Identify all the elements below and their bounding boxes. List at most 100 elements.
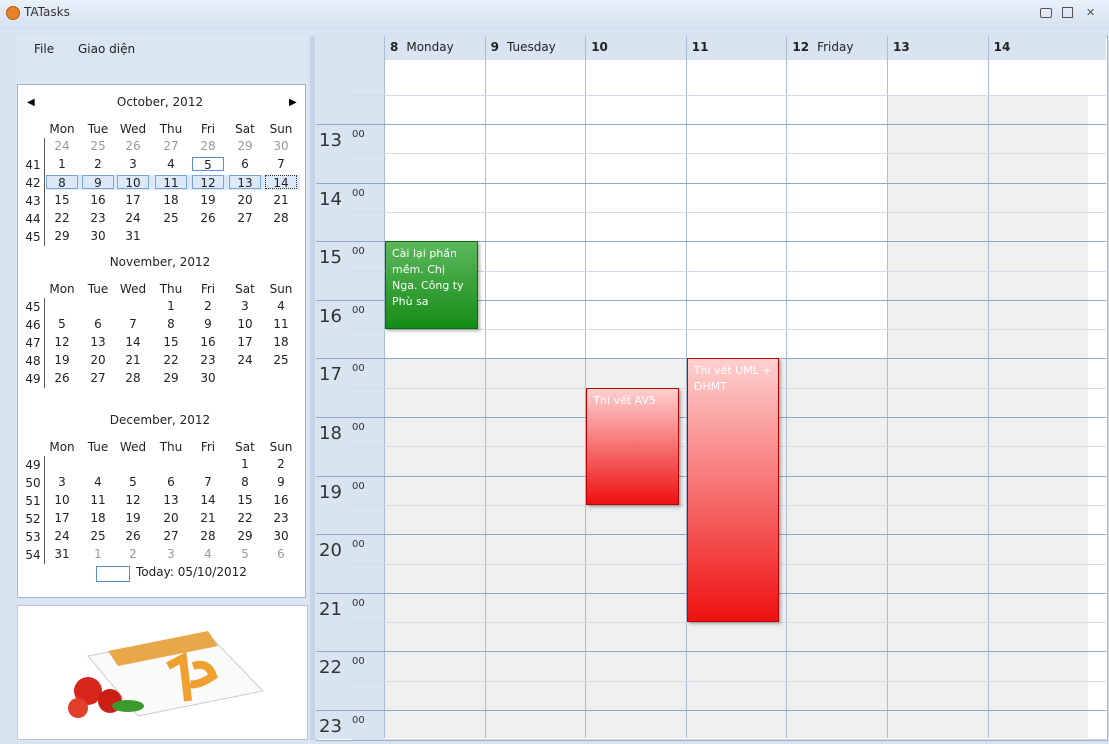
calendar-day[interactable]: 9 [82, 175, 114, 189]
calendar-day[interactable]: 3 [46, 475, 78, 489]
calendar-day[interactable]: 14 [192, 493, 224, 507]
calendar-day[interactable]: 13 [229, 175, 261, 189]
calendar-day[interactable]: 10 [229, 317, 261, 331]
calendar-day[interactable]: 15 [229, 493, 261, 507]
calendar-day[interactable]: 30 [192, 371, 224, 385]
calendar-day[interactable]: 29 [155, 371, 187, 385]
event[interactable]: Thi vết AV5 [586, 388, 679, 505]
calendar-day[interactable]: 6 [229, 157, 261, 171]
calendar-day[interactable]: 19 [192, 193, 224, 207]
calendar-day[interactable]: 25 [155, 211, 187, 225]
calendar-day[interactable]: 8 [155, 317, 187, 331]
calendar-day[interactable]: 5 [192, 157, 224, 171]
calendar-day[interactable]: 16 [265, 493, 297, 507]
maximize-button[interactable] [1062, 7, 1073, 18]
calendar-day[interactable]: 31 [117, 229, 149, 243]
calendar-day[interactable]: 14 [265, 175, 297, 189]
prev-month-button[interactable]: ◀ [27, 97, 35, 108]
calendar-day[interactable]: 27 [155, 139, 187, 153]
close-button[interactable]: ✕ [1086, 6, 1095, 19]
calendar-day[interactable]: 20 [155, 511, 187, 525]
calendar-day[interactable]: 3 [155, 547, 187, 561]
calendar-day[interactable]: 20 [82, 353, 114, 367]
calendar-day[interactable]: 2 [82, 157, 114, 171]
calendar-day[interactable]: 9 [265, 475, 297, 489]
calendar-day[interactable]: 24 [117, 211, 149, 225]
calendar-day[interactable]: 1 [82, 547, 114, 561]
minimize-button[interactable] [1040, 8, 1052, 18]
calendar-day[interactable]: 21 [192, 511, 224, 525]
calendar-day[interactable]: 30 [265, 139, 297, 153]
calendar-day[interactable]: 5 [229, 547, 261, 561]
calendar-day[interactable]: 29 [229, 529, 261, 543]
calendar-day[interactable]: 17 [117, 193, 149, 207]
calendar-day[interactable]: 12 [192, 175, 224, 189]
calendar-day[interactable]: 24 [229, 353, 261, 367]
calendar-day[interactable]: 30 [82, 229, 114, 243]
event[interactable]: Cài lại phần mềm. Chị Nga. Công ty Phù s… [385, 241, 478, 329]
calendar-day[interactable]: 17 [229, 335, 261, 349]
calendar-day[interactable]: 29 [229, 139, 261, 153]
calendar-day[interactable]: 30 [265, 529, 297, 543]
calendar-day[interactable]: 7 [192, 475, 224, 489]
menu-item[interactable]: File [34, 42, 54, 56]
next-month-button[interactable]: ▶ [289, 97, 297, 108]
calendar-day[interactable]: 2 [192, 299, 224, 313]
calendar-day[interactable]: 26 [192, 211, 224, 225]
calendar-day[interactable]: 5 [46, 317, 78, 331]
calendar-day[interactable]: 27 [82, 371, 114, 385]
calendar-day[interactable]: 4 [192, 547, 224, 561]
calendar-day[interactable]: 18 [265, 335, 297, 349]
calendar-day[interactable]: 26 [117, 529, 149, 543]
calendar-day[interactable]: 13 [155, 493, 187, 507]
calendar-day[interactable]: 10 [46, 493, 78, 507]
calendar-day[interactable]: 19 [117, 511, 149, 525]
calendar-day[interactable]: 15 [46, 193, 78, 207]
calendar-day[interactable]: 22 [229, 511, 261, 525]
calendar-day[interactable]: 15 [155, 335, 187, 349]
calendar-day[interactable]: 1 [229, 457, 261, 471]
calendar-day[interactable]: 6 [265, 547, 297, 561]
calendar-day[interactable]: 8 [46, 175, 78, 189]
calendar-day[interactable]: 8 [229, 475, 261, 489]
calendar-day[interactable]: 27 [229, 211, 261, 225]
calendar-day[interactable]: 28 [192, 529, 224, 543]
calendar-day[interactable]: 21 [265, 193, 297, 207]
calendar-day[interactable]: 28 [265, 211, 297, 225]
calendar-day[interactable]: 5 [117, 475, 149, 489]
calendar-day[interactable]: 17 [46, 511, 78, 525]
calendar-day[interactable]: 6 [155, 475, 187, 489]
calendar-day[interactable]: 3 [117, 157, 149, 171]
calendar-day[interactable]: 25 [82, 529, 114, 543]
calendar-day[interactable]: 24 [46, 529, 78, 543]
calendar-day[interactable]: 14 [117, 335, 149, 349]
calendar-day[interactable]: 1 [46, 157, 78, 171]
calendar-day[interactable]: 23 [265, 511, 297, 525]
calendar-day[interactable]: 26 [46, 371, 78, 385]
calendar-day[interactable]: 11 [155, 175, 187, 189]
calendar-day[interactable]: 1 [155, 299, 187, 313]
calendar-day[interactable]: 22 [46, 211, 78, 225]
calendar-day[interactable]: 28 [117, 371, 149, 385]
calendar-day[interactable]: 25 [82, 139, 114, 153]
calendar-day[interactable]: 12 [117, 493, 149, 507]
calendar-day[interactable]: 13 [82, 335, 114, 349]
calendar-day[interactable]: 19 [46, 353, 78, 367]
calendar-day[interactable]: 11 [265, 317, 297, 331]
calendar-day[interactable]: 25 [265, 353, 297, 367]
calendar-day[interactable]: 2 [265, 457, 297, 471]
event[interactable]: Thi vết UML + ĐHMT [687, 358, 780, 622]
calendar-day[interactable]: 23 [82, 211, 114, 225]
calendar-day[interactable]: 27 [155, 529, 187, 543]
calendar-day[interactable]: 7 [117, 317, 149, 331]
calendar-day[interactable]: 7 [265, 157, 297, 171]
calendar-day[interactable]: 20 [229, 193, 261, 207]
calendar-day[interactable]: 18 [82, 511, 114, 525]
calendar-day[interactable]: 29 [46, 229, 78, 243]
calendar-day[interactable]: 28 [192, 139, 224, 153]
calendar-day[interactable]: 4 [82, 475, 114, 489]
calendar-day[interactable]: 21 [117, 353, 149, 367]
calendar-day[interactable]: 4 [265, 299, 297, 313]
calendar-day[interactable]: 24 [46, 139, 78, 153]
calendar-day[interactable]: 16 [82, 193, 114, 207]
